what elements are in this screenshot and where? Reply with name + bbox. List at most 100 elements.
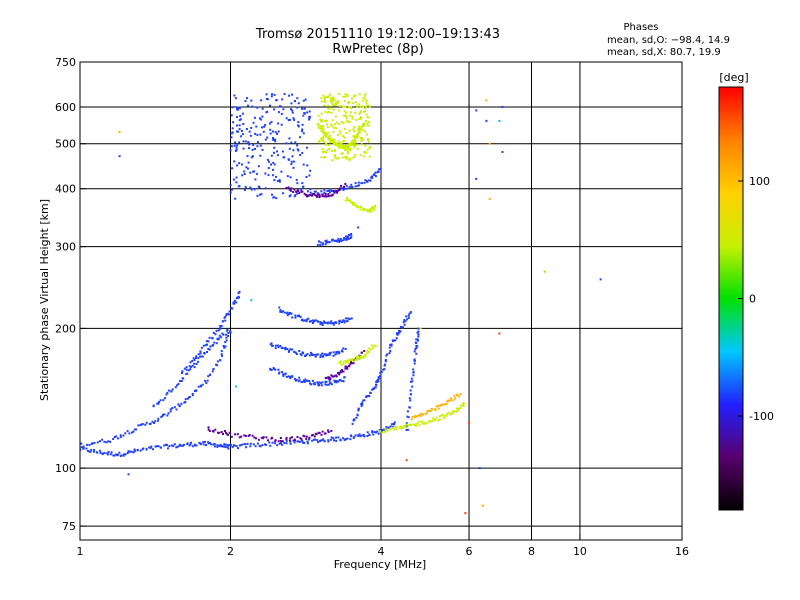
- data-point: [543, 270, 546, 273]
- data-point: [389, 343, 392, 346]
- data-point: [356, 358, 358, 361]
- data-point: [220, 336, 223, 339]
- data-point: [398, 426, 401, 429]
- data-point: [485, 119, 488, 122]
- data-point: [342, 437, 344, 440]
- data-point: [368, 105, 371, 108]
- data-point: [235, 445, 238, 448]
- data-point: [293, 350, 296, 353]
- data-point: [199, 352, 202, 355]
- data-point: [331, 193, 334, 196]
- data-point: [371, 176, 374, 179]
- data-point: [235, 176, 238, 179]
- data-point: [346, 187, 349, 190]
- data-point: [301, 130, 304, 133]
- data-point: [328, 111, 330, 113]
- data-point: [86, 449, 89, 452]
- data-point: [353, 137, 356, 140]
- data-point: [322, 150, 325, 153]
- data-point: [333, 239, 336, 242]
- data-point: [131, 431, 133, 434]
- data-point: [464, 512, 467, 515]
- data-point: [341, 321, 343, 323]
- data-point: [377, 380, 380, 383]
- data-point: [336, 133, 339, 136]
- data-point: [322, 128, 324, 131]
- data-point: [123, 453, 126, 456]
- data-point: [269, 128, 272, 131]
- data-point: [419, 327, 422, 330]
- data-point: [406, 428, 409, 431]
- data-point: [319, 356, 322, 359]
- data-point: [149, 446, 152, 449]
- data-point: [338, 351, 341, 354]
- data-point: [296, 436, 299, 438]
- data-point: [272, 161, 275, 164]
- x-tick-label: 1: [77, 545, 84, 558]
- data-point: [201, 355, 204, 358]
- data-point: [373, 208, 376, 211]
- data-point: [418, 420, 421, 423]
- data-point: [232, 178, 235, 181]
- data-point: [458, 407, 461, 410]
- data-point: [379, 168, 382, 171]
- data-point: [320, 120, 323, 123]
- data-point: [385, 354, 388, 357]
- y-tick-label: 400: [55, 183, 76, 196]
- data-point: [265, 97, 268, 100]
- data-point: [332, 130, 335, 133]
- data-point: [330, 111, 333, 114]
- data-point: [255, 172, 258, 175]
- data-point: [395, 337, 398, 340]
- data-point: [266, 98, 269, 101]
- data-point: [107, 450, 110, 453]
- data-point: [184, 400, 187, 403]
- data-point: [310, 383, 312, 386]
- data-point: [101, 452, 104, 455]
- data-point: [247, 104, 249, 107]
- data-point: [270, 154, 273, 157]
- data-point: [105, 441, 108, 444]
- data-point: [347, 152, 349, 155]
- data-point: [132, 451, 135, 454]
- data-point: [362, 124, 365, 127]
- data-point: [279, 437, 282, 439]
- data-point: [419, 413, 422, 416]
- data-point: [385, 429, 388, 432]
- data-point: [268, 160, 270, 163]
- data-point: [350, 233, 353, 236]
- data-point: [109, 453, 112, 456]
- data-point: [188, 365, 191, 368]
- data-point: [257, 438, 260, 441]
- data-point: [356, 135, 359, 137]
- data-point: [314, 355, 317, 358]
- data-point: [316, 195, 318, 198]
- data-point: [249, 186, 252, 189]
- data-point: [171, 388, 174, 391]
- data-point: [252, 121, 255, 124]
- data-point: [231, 131, 234, 134]
- data-point: [276, 444, 279, 447]
- data-point: [230, 132, 233, 135]
- data-point: [363, 435, 366, 438]
- data-point: [347, 148, 350, 150]
- data-point: [191, 445, 194, 448]
- data-point: [289, 437, 292, 440]
- data-point: [393, 423, 395, 426]
- data-point: [225, 313, 228, 315]
- data-point: [241, 163, 243, 166]
- data-point: [343, 376, 346, 379]
- data-point: [275, 175, 277, 178]
- data-point: [200, 346, 203, 349]
- data-point: [321, 139, 324, 141]
- data-point: [270, 342, 273, 345]
- data-point: [345, 115, 348, 118]
- data-point: [202, 443, 205, 446]
- data-point: [269, 104, 271, 107]
- data-point: [326, 133, 328, 136]
- data-point: [335, 321, 338, 324]
- data-point: [320, 433, 323, 436]
- data-point: [337, 372, 340, 375]
- data-point: [320, 118, 323, 121]
